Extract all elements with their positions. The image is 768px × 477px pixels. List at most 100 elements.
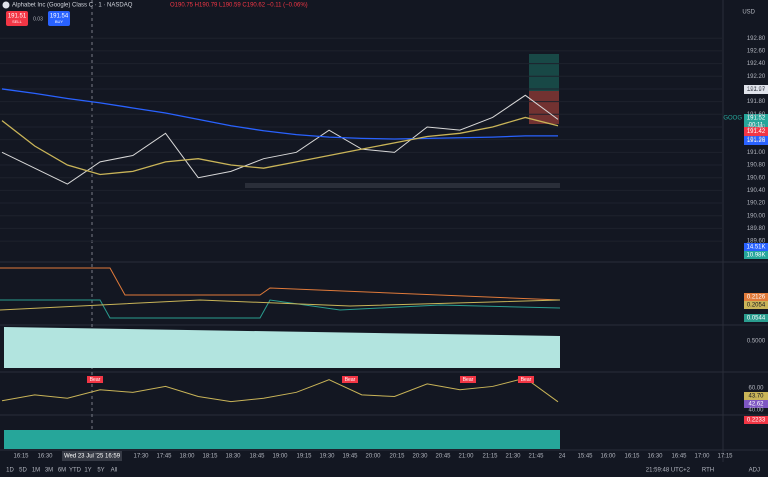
- x-tick-label: 15:45: [577, 454, 593, 460]
- x-tick-label: 21:45: [528, 454, 544, 460]
- range-button[interactable]: YTD: [69, 468, 82, 474]
- bear-label: Bear: [463, 377, 474, 383]
- clock: 21:59:48 UTC+2: [646, 468, 691, 474]
- ohlc: O190.75 H190.79 L190.59 C190.62 −0.11 (−…: [170, 3, 308, 9]
- y-tick-label: 192.40: [747, 61, 766, 67]
- badge-high: 191.97: [747, 87, 766, 93]
- x-tick-label: 20:30: [412, 454, 428, 460]
- currency: USD: [742, 10, 755, 16]
- spread: 0.03: [33, 16, 43, 22]
- x-tick-label: 21:30: [505, 454, 521, 460]
- badge-symbol: GOOG: [723, 116, 742, 122]
- sell-price: 191.51: [8, 14, 27, 20]
- x-tick-label: 18:00: [179, 454, 195, 460]
- ind-label: 43.70: [748, 394, 764, 400]
- price-line: [1, 116, 559, 176]
- price-line: [1, 94, 559, 185]
- x-tick-label: 18:30: [225, 454, 241, 460]
- badge-vol1: 14.51K: [746, 245, 765, 251]
- buy-button[interactable]: [48, 11, 70, 26]
- x-tick-label: 16:30: [37, 454, 53, 460]
- badge: [744, 392, 768, 400]
- indicator-area: [4, 327, 560, 368]
- x-tick-label: 17:00: [694, 454, 710, 460]
- ind-label: 0.2126: [747, 295, 766, 301]
- range-button[interactable]: 1D: [6, 468, 14, 474]
- x-tick-label: 19:00: [272, 454, 288, 460]
- ind-label: 42.62: [748, 402, 764, 408]
- badge: [744, 301, 768, 309]
- rth[interactable]: RTH: [702, 468, 714, 474]
- badge: [744, 127, 768, 136]
- y-tick-label: 192.60: [747, 48, 766, 54]
- adj[interactable]: ADJ: [749, 468, 760, 474]
- x-tick-label: 17:15: [717, 454, 733, 460]
- badge-last: 191.52: [747, 116, 766, 122]
- badge: [744, 114, 768, 130]
- badge: [744, 251, 768, 259]
- x-tick-label: 16:45: [671, 454, 687, 460]
- badge-ma1: 191.42: [747, 129, 766, 135]
- bear-tag: [342, 376, 358, 383]
- bear-tag: [87, 376, 103, 383]
- x-tick-label: 21:15: [482, 454, 498, 460]
- buy-label: BUY: [55, 19, 64, 24]
- x-tick-label: 18:45: [249, 454, 265, 460]
- badge-vol2: 10.98K: [746, 253, 765, 259]
- badge-countdown: 00:11: [749, 123, 764, 129]
- x-tick-label: 17:45: [156, 454, 172, 460]
- range-button[interactable]: 1M: [32, 468, 40, 474]
- range-button[interactable]: 1Y: [84, 468, 91, 474]
- y-tick-label: 192.00: [747, 87, 766, 93]
- range-button[interactable]: 5D: [19, 468, 27, 474]
- indicator-bar: [4, 430, 560, 449]
- rsi-line: [1, 377, 559, 403]
- y-tick-label: 191.20: [747, 137, 766, 143]
- range-button[interactable]: 6M: [58, 468, 66, 474]
- badge: [744, 136, 768, 145]
- ind-label: 0.0544: [747, 316, 766, 322]
- x-tick-label: 17:30: [133, 454, 149, 460]
- symbol-title: Alphabet Inc (Google) Class C · 1 · NASD…: [12, 3, 133, 9]
- sell-button[interactable]: [6, 11, 28, 26]
- indicator-line: [0, 299, 561, 311]
- y-tick-label: 190.60: [747, 175, 766, 181]
- y-tick-label: 191.40: [747, 125, 766, 131]
- sell-label: SELL: [12, 19, 23, 24]
- x-tick-label: 18:15: [202, 454, 218, 460]
- bear-tag: [460, 376, 476, 383]
- badge: [744, 243, 768, 251]
- x-tick-label: 19:45: [342, 454, 358, 460]
- zone: [245, 183, 560, 188]
- y-tick-label: 191.60: [747, 112, 766, 118]
- symbol-logo: [2, 1, 10, 9]
- range-button[interactable]: 5Y: [97, 468, 104, 474]
- range-button[interactable]: All: [111, 468, 118, 474]
- y-tick-label: 189.60: [747, 239, 766, 245]
- bear-label: Bear: [521, 377, 532, 383]
- indicator-line: [0, 267, 561, 301]
- range-button[interactable]: 3M: [45, 468, 53, 474]
- y-tick-label: 192.20: [747, 74, 766, 80]
- toolbar: [0, 462, 768, 477]
- x-tick-label: 16:15: [13, 454, 29, 460]
- x-tick-label: 19:15: [296, 454, 312, 460]
- x-tick-label: 19:30: [319, 454, 335, 460]
- x-tick-label: 20:45: [435, 454, 451, 460]
- profit-zone: [529, 54, 559, 91]
- x-tick-label: 21:00: [458, 454, 474, 460]
- y-tick-label: 190.80: [747, 163, 766, 169]
- indicator-line: [0, 299, 561, 319]
- y-tick-label: 189.80: [747, 226, 766, 232]
- y-tick-label: 190.40: [747, 188, 766, 194]
- ind-label: 40.00: [748, 408, 764, 414]
- badge-ma2: 191.26: [747, 138, 766, 144]
- x-tick-label: Wed 23 Jul '25 16:59: [64, 454, 121, 460]
- badge: [744, 416, 768, 424]
- y-tick-label: 191.00: [747, 150, 766, 156]
- x-tick-label: 20:00: [365, 454, 381, 460]
- y-tick-label: 190.00: [747, 213, 766, 219]
- crosshair-time: [62, 451, 122, 461]
